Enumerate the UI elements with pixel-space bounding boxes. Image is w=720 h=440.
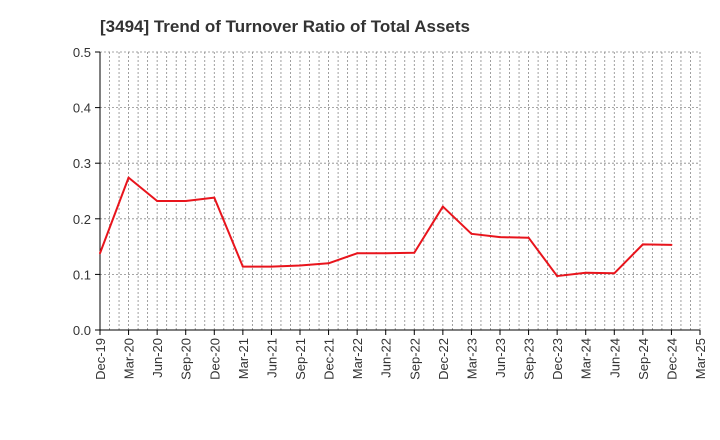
y-tick-label: 0.2	[73, 212, 91, 227]
data-point	[384, 252, 387, 255]
x-tick-label: Jun-23	[493, 338, 508, 378]
x-tick-label: Dec-19	[93, 338, 108, 380]
x-tick-label: Sep-23	[522, 338, 537, 380]
data-point	[527, 236, 530, 239]
data-point	[156, 200, 159, 203]
y-tick-label: 0.5	[73, 45, 91, 60]
x-tick-label: Mar-20	[122, 338, 137, 379]
x-tick-label: Sep-24	[636, 338, 651, 380]
y-tick-label: 0.4	[73, 101, 91, 116]
x-tick-label: Jun-20	[150, 338, 165, 378]
data-point	[327, 262, 330, 265]
x-tick-label: Sep-22	[407, 338, 422, 380]
x-tick-label: Jun-21	[264, 338, 279, 378]
x-axis-ticks: Dec-19 Mar-20 Jun-20 Sep-20 Dec-20 Mar-21 Jun-…	[93, 330, 708, 380]
x-tick-label: Dec-23	[550, 338, 565, 380]
data-point	[184, 200, 187, 203]
data-point	[613, 272, 616, 275]
x-tick-label: Dec-21	[322, 338, 337, 380]
data-point	[413, 251, 416, 254]
x-tick-label: Dec-20	[207, 338, 222, 380]
data-point	[470, 232, 473, 235]
x-tick-label: Mar-21	[236, 338, 251, 379]
x-tick-label: Mar-24	[579, 338, 594, 379]
data-point	[499, 236, 501, 239]
x-tick-label: Sep-20	[179, 338, 194, 380]
data-point	[441, 205, 444, 208]
series	[99, 176, 673, 278]
x-tick-label: Jun-22	[379, 338, 394, 378]
x-tick-label: Jun-24	[607, 338, 622, 378]
x-tick-label: Mar-23	[464, 338, 479, 379]
y-tick-label: 0.1	[73, 267, 91, 282]
data-point	[556, 275, 559, 278]
grid	[100, 51, 700, 330]
data-point	[127, 176, 130, 179]
x-tick-label: Dec-24	[664, 338, 679, 380]
y-tick-label: 0.3	[73, 156, 91, 171]
x-tick-label: Sep-21	[293, 338, 308, 380]
data-point	[356, 252, 359, 255]
data-point	[241, 265, 244, 268]
data-point	[99, 252, 101, 255]
x-tick-label: Mar-22	[350, 338, 365, 379]
y-axis-ticks: 0.0 0.1 0.2 0.3 0.4 0.5	[73, 45, 100, 338]
data-point	[641, 243, 644, 246]
x-tick-label: Mar-25	[693, 338, 708, 379]
chart-title: [3494] Trend of Turnover Ratio of Total …	[100, 17, 470, 36]
y-tick-label: 0.0	[73, 323, 91, 338]
data-point	[299, 264, 301, 267]
data-point	[270, 265, 273, 268]
data-point	[584, 271, 587, 274]
data-point	[213, 196, 216, 199]
axes	[99, 52, 701, 331]
x-tick-label: Dec-22	[436, 338, 451, 380]
data-point	[670, 243, 673, 246]
